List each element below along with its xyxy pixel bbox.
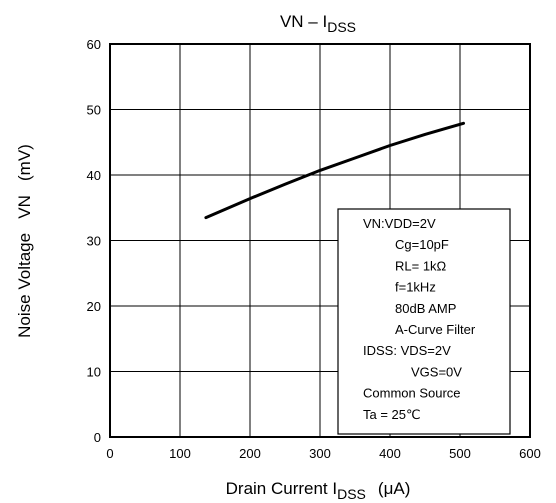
- x-tick-label: 200: [239, 446, 261, 461]
- x-axis-label-unit: (μA): [378, 479, 410, 498]
- condition-line: Cg=10pF: [395, 237, 449, 252]
- y-tick-label: 10: [87, 365, 101, 380]
- condition-line: VGS=0V: [411, 364, 462, 379]
- x-axis-label-subscript: DSS: [337, 486, 366, 502]
- chart-title-subscript: DSS: [327, 19, 356, 35]
- x-tick-label: 500: [449, 446, 471, 461]
- condition-line: Common Source: [363, 386, 461, 401]
- y-tick-label: 0: [94, 430, 101, 445]
- x-axis-label: Drain Current IDSS (μA): [226, 479, 411, 502]
- y-tick-label: 50: [87, 103, 101, 118]
- conditions-list: VN:VDD=2V Cg=10pF RL= 1kΩ f=1kHz 80dB AMP A-C…: [363, 216, 476, 422]
- x-tick-label: 600: [519, 446, 541, 461]
- y-tick-label: 40: [87, 168, 101, 183]
- y-axis-label: Noise Voltage VN (mV): [15, 144, 34, 338]
- x-tick-label: 0: [106, 446, 113, 461]
- plot-frame: [109, 43, 531, 438]
- series-layer: [204, 121, 465, 220]
- x-tick-label: 400: [379, 446, 401, 461]
- conditions-box: VN:VDD=2V Cg=10pF RL= 1kΩ f=1kHz 80dB AMP A-C…: [337, 208, 511, 435]
- condition-line: f=1kHz: [395, 280, 436, 295]
- series-line: [204, 121, 465, 220]
- x-tick-label: 100: [169, 446, 191, 461]
- conditions-box-frame: [337, 208, 511, 435]
- tick-labels: 0 100 200 300 400 500 600 0 10 20 30 40 50 60: [87, 37, 541, 461]
- x-tick-label: 300: [309, 446, 331, 461]
- chart-title-main: VN – I: [280, 12, 327, 31]
- condition-line: VN:VDD=2V: [363, 216, 436, 231]
- x-axis-label-main: Drain Current I: [226, 479, 337, 498]
- condition-line: RL= 1kΩ: [395, 258, 447, 273]
- condition-line: Ta = 25℃: [363, 407, 421, 422]
- condition-line: 80dB AMP: [395, 301, 456, 316]
- y-tick-label: 30: [87, 234, 101, 249]
- condition-line: A-Curve Filter: [395, 322, 476, 337]
- chart-title: VN – IDSS: [280, 12, 356, 35]
- y-tick-label: 60: [87, 37, 101, 52]
- y-tick-label: 20: [87, 299, 101, 314]
- condition-line: IDSS: VDS=2V: [363, 343, 451, 358]
